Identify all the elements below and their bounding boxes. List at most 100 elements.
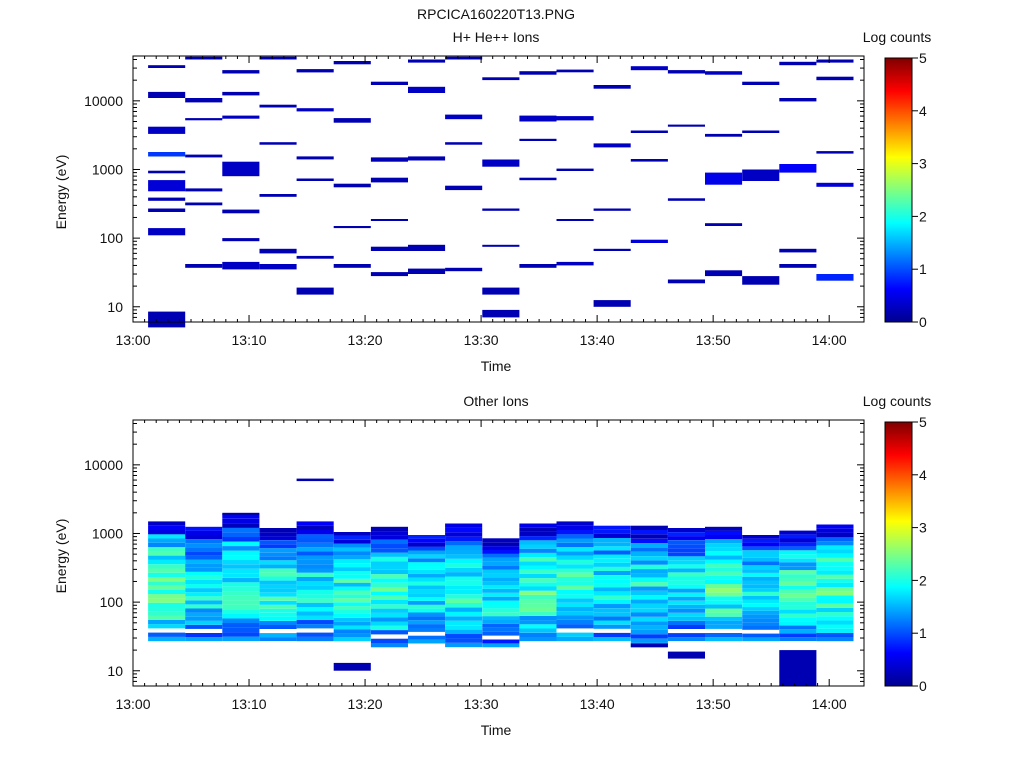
top-colorbar-tick-label: 4	[919, 103, 927, 119]
bottom-cell	[705, 551, 743, 556]
top-cell	[630, 66, 668, 71]
bottom-cell	[259, 600, 297, 605]
top-cell	[222, 115, 260, 119]
bottom-cell	[667, 552, 705, 557]
bottom-cell	[667, 600, 705, 605]
bottom-cell	[222, 618, 260, 623]
top-cell	[705, 71, 743, 75]
bottom-cell	[667, 572, 705, 577]
bottom-cell	[222, 591, 260, 596]
top-cell	[593, 300, 631, 307]
bottom-cell	[630, 612, 668, 617]
bottom-cell	[779, 574, 817, 578]
bottom-cell	[333, 532, 371, 536]
bottom-cell	[779, 558, 817, 563]
bottom-cell	[408, 639, 446, 644]
bottom-cell	[370, 600, 408, 605]
top-colorbar	[884, 57, 913, 323]
bottom-cell	[742, 603, 780, 608]
top-cell	[185, 202, 223, 206]
bottom-cell	[779, 534, 817, 539]
bottom-cell	[705, 584, 743, 589]
bottom-cell	[816, 524, 854, 529]
bottom-cell	[593, 546, 631, 551]
bottom-cell	[593, 595, 631, 600]
bottom-cell	[333, 662, 371, 671]
bottom-cell	[445, 558, 483, 564]
bottom-cell	[482, 623, 520, 628]
top-cell	[333, 183, 371, 188]
bottom-cell	[148, 585, 186, 590]
bottom-colorbar-tick-label: 5	[919, 414, 927, 430]
top-cell	[370, 219, 408, 221]
bottom-cell	[705, 616, 743, 621]
bottom-cell	[482, 573, 520, 578]
bottom-cell	[667, 544, 705, 549]
bottom-cell	[742, 591, 780, 596]
bottom-cell	[296, 530, 334, 535]
bottom-cell	[148, 615, 186, 620]
bottom-cell	[185, 584, 223, 589]
bottom-cell	[370, 578, 408, 583]
bottom-x-tick-label: 13:10	[232, 696, 267, 712]
bottom-cell	[296, 525, 334, 530]
bottom-cell	[816, 532, 854, 538]
top-cell	[148, 152, 186, 157]
top-x-tick-label: 13:40	[580, 332, 615, 348]
top-panel-title: H+ He++ Ions	[453, 29, 540, 45]
bottom-cell	[148, 530, 186, 535]
bottom-cell	[333, 547, 371, 552]
top-cell	[222, 161, 260, 177]
top-cell	[222, 70, 260, 74]
bottom-cell	[296, 594, 334, 599]
bottom-cell	[333, 610, 371, 614]
bottom-cell	[667, 560, 705, 565]
bottom-cell	[593, 538, 631, 543]
bottom-cell	[519, 615, 557, 621]
bottom-cell	[816, 553, 854, 558]
bottom-cell	[667, 540, 705, 545]
top-cell	[296, 108, 334, 112]
bottom-cell	[519, 607, 557, 612]
bottom-cell	[742, 535, 780, 539]
bottom-cell	[705, 563, 743, 568]
bottom-cell	[333, 571, 371, 575]
top-cell	[445, 185, 483, 191]
bottom-cell	[593, 620, 631, 625]
top-cell	[333, 264, 371, 268]
top-cell	[370, 81, 408, 85]
top-cell	[370, 157, 408, 162]
top-colorbar-tick-label: 5	[919, 50, 927, 66]
bottom-cell	[779, 601, 817, 606]
top-cell	[593, 143, 631, 148]
bottom-cell	[333, 578, 371, 583]
bottom-y-tick-label: 1000	[92, 525, 123, 541]
top-cell	[705, 172, 743, 185]
bottom-cell	[630, 560, 668, 565]
bottom-cell	[482, 643, 520, 648]
bottom-cell	[185, 555, 223, 560]
bottom-cell	[408, 573, 446, 578]
top-cell	[333, 61, 371, 65]
bottom-cell	[408, 589, 446, 594]
top-x-tick-label: 14:00	[812, 332, 847, 348]
bottom-cell	[630, 582, 668, 587]
bottom-cell	[593, 550, 631, 555]
bottom-cell	[482, 592, 520, 597]
bottom-cell	[779, 605, 817, 610]
top-cell	[556, 116, 594, 121]
bottom-cell	[742, 572, 780, 577]
bottom-cell	[742, 633, 780, 638]
bottom-cell	[185, 592, 223, 597]
bottom-cell	[779, 617, 817, 622]
bottom-cell	[408, 624, 446, 628]
bottom-cell	[408, 538, 446, 543]
bottom-cell	[519, 531, 557, 537]
top-cell	[667, 124, 705, 127]
bottom-cell	[445, 642, 483, 648]
bottom-cell	[742, 637, 780, 642]
bottom-cell	[296, 478, 334, 482]
bottom-cell	[222, 577, 260, 583]
bottom-cell	[222, 555, 260, 560]
bottom-cell	[630, 634, 668, 639]
